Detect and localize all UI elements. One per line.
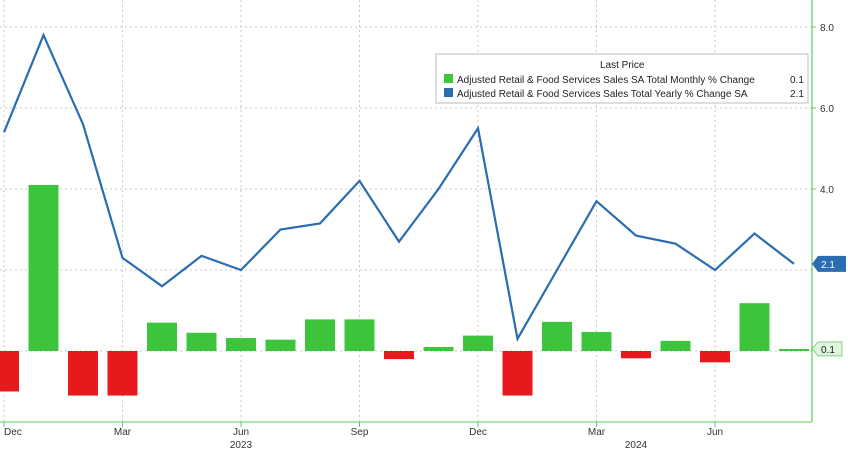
bar-monthly [423,346,454,351]
bar-monthly [147,322,177,351]
last-value-tags: 2.1 0.1 [811,255,846,357]
bar-monthly [502,351,533,396]
bar-monthly [305,319,335,351]
x-tick-label: Jun [707,427,723,438]
bar-monthly [542,321,572,351]
tag-monthly-bg [811,341,843,357]
bar-monthly [107,351,138,396]
bar-monthly [68,351,98,396]
legend-swatch-monthly [444,74,453,83]
bar-monthly [779,348,809,351]
legend: Last Price Adjusted Retail & Food Servic… [435,53,809,104]
bar-monthly [186,332,217,351]
bar-monthly [344,319,375,351]
legend-value-monthly: 0.1 [790,75,804,86]
legend-title: Last Price [600,60,645,71]
bar-monthly [739,303,770,351]
line-series-yearly [2,32,795,342]
bar-monthly [581,331,612,351]
x-tick-label: Mar [114,427,132,438]
bar-monthly [463,335,493,351]
x-year-label: 2024 [625,440,648,451]
legend-box [435,53,809,104]
x-tick-label: Dec [4,427,22,438]
bar-monthly [660,340,691,351]
bar-monthly [0,351,19,392]
x-tick-label: Mar [588,427,606,438]
x-year-label: 2023 [230,440,253,451]
x-tick-label: Jun [233,427,249,438]
bar-monthly [28,184,59,351]
legend-label-yearly: Adjusted Retail & Food Services Sales To… [457,89,748,100]
y-tick-label: 8.0 [820,23,834,34]
x-tick-label: Sep [351,427,369,438]
legend-label-monthly: Adjusted Retail & Food Services Sales SA… [457,75,755,86]
bar-monthly [226,338,256,351]
bar-monthly [621,351,651,359]
x-tick-label: Dec [469,427,487,438]
y-tick-label: 6.0 [820,104,834,115]
bar-monthly [265,339,296,351]
bar-monthly [384,351,414,360]
legend-value-yearly: 2.1 [790,89,804,100]
tag-yearly-value: 2.1 [821,260,835,271]
tag-yearly-bg [812,255,846,272]
y-tick-label: 4.0 [820,185,834,196]
bar-monthly [700,351,730,363]
bar-series-monthly [0,184,809,396]
tag-monthly-value: 0.1 [821,345,835,356]
legend-swatch-yearly [444,88,453,97]
